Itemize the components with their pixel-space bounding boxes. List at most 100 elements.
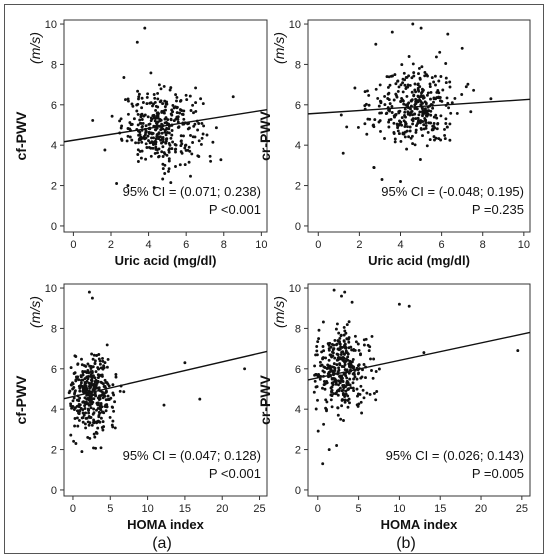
data-point — [353, 86, 357, 90]
data-point — [380, 111, 383, 115]
y-tick-label: 4 — [295, 140, 301, 152]
data-point — [403, 107, 407, 111]
data-point — [352, 389, 356, 393]
data-point — [128, 135, 132, 139]
data-point — [356, 372, 360, 376]
data-point — [170, 129, 174, 132]
data-point — [443, 127, 446, 131]
data-point — [392, 98, 396, 102]
data-point — [72, 408, 76, 411]
y-tick-label: 10 — [45, 19, 57, 31]
data-point — [376, 96, 380, 100]
data-point — [404, 75, 408, 79]
data-point — [416, 116, 420, 120]
data-point — [94, 420, 98, 424]
y-tick-label: 10 — [289, 283, 301, 295]
data-point — [343, 290, 347, 294]
data-point — [344, 349, 348, 353]
data-point — [122, 390, 126, 394]
data-point — [80, 363, 84, 367]
data-point — [182, 109, 186, 113]
x-axis-label: HOMA index — [127, 517, 205, 532]
data-point — [343, 343, 347, 347]
data-point — [197, 155, 201, 158]
data-point — [108, 415, 112, 419]
data-point — [366, 117, 370, 121]
data-point — [149, 146, 153, 150]
data-point — [439, 138, 443, 142]
data-point — [406, 85, 410, 89]
data-point — [414, 117, 418, 121]
data-point — [79, 384, 83, 387]
data-point — [91, 412, 95, 416]
data-point — [368, 392, 372, 396]
data-point — [350, 364, 354, 368]
data-point — [408, 129, 412, 133]
data-point — [337, 347, 341, 351]
x-axis-label: HOMA index — [381, 517, 459, 532]
data-point — [317, 337, 321, 341]
data-point — [336, 393, 340, 397]
data-point — [314, 373, 318, 376]
data-point — [141, 101, 145, 104]
data-point — [192, 124, 196, 128]
data-point — [81, 411, 85, 415]
data-point — [401, 90, 405, 94]
x-tick-label: 10 — [518, 239, 530, 251]
data-point — [93, 359, 97, 363]
x-tick-label: 10 — [393, 503, 405, 515]
data-point — [341, 388, 345, 392]
data-point — [84, 426, 88, 430]
data-point — [160, 150, 164, 154]
data-point — [414, 90, 418, 94]
data-point — [189, 174, 192, 178]
data-point — [356, 404, 360, 408]
data-point — [86, 396, 90, 400]
data-point — [430, 76, 434, 80]
data-point — [149, 119, 153, 123]
data-point — [346, 398, 350, 402]
data-point — [153, 128, 157, 132]
data-point — [86, 435, 90, 439]
data-point — [130, 123, 133, 127]
data-point — [372, 165, 376, 169]
data-point — [433, 74, 437, 78]
data-point — [315, 353, 319, 357]
y-tick-label: 0 — [295, 221, 301, 233]
data-point — [387, 75, 391, 79]
data-point — [359, 400, 363, 404]
data-point — [75, 416, 79, 420]
data-point — [455, 111, 459, 115]
data-point — [377, 120, 381, 124]
data-point — [367, 103, 371, 107]
data-point — [371, 376, 375, 380]
data-point — [444, 117, 448, 121]
data-point — [437, 79, 441, 83]
data-point — [337, 383, 340, 387]
data-point — [443, 137, 447, 141]
data-point — [101, 396, 105, 400]
data-point — [431, 127, 435, 131]
data-point — [161, 155, 165, 158]
data-point — [86, 407, 90, 411]
data-point — [343, 400, 347, 404]
data-point — [403, 125, 407, 129]
data-point — [157, 154, 161, 158]
data-point — [383, 103, 387, 107]
data-point — [325, 409, 328, 413]
data-point — [324, 398, 328, 402]
data-point — [156, 91, 160, 95]
data-point — [341, 350, 345, 354]
data-point — [345, 323, 349, 327]
data-point — [365, 132, 369, 136]
data-point — [330, 385, 334, 389]
data-point — [85, 375, 89, 379]
data-point — [191, 141, 195, 144]
data-point — [176, 125, 180, 129]
data-point — [156, 105, 160, 109]
data-point — [390, 111, 394, 114]
data-point — [357, 348, 361, 352]
data-point — [411, 119, 415, 123]
data-point — [344, 331, 348, 335]
data-point — [330, 389, 334, 393]
